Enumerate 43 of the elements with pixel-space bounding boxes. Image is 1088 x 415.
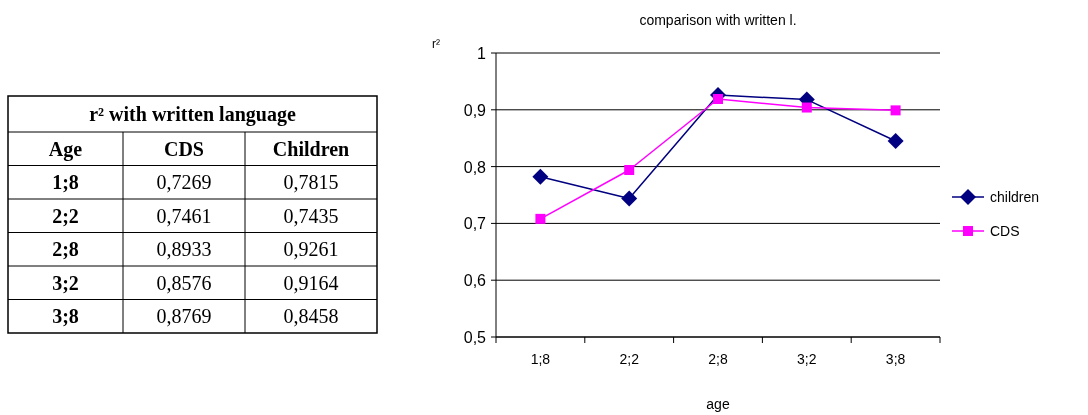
x-tick-label: 2;2 [619, 351, 640, 367]
point [713, 94, 723, 105]
category-label: Children [272, 137, 350, 160]
text: 0,7815 [283, 171, 339, 194]
x-tick-label: 3;2 [797, 351, 817, 367]
x-tick-label: 1;8 [530, 351, 551, 367]
category-label: 3;2 [52, 271, 79, 294]
y-tick-label: 0,8 [463, 158, 487, 176]
text: 0,8933 [156, 238, 212, 261]
category-label: 1;8 [52, 171, 79, 194]
y-tick-label: 0,5 [463, 329, 487, 346]
point [887, 133, 904, 150]
category-label: 2;2 [52, 204, 79, 227]
text: 0,9164 [283, 271, 339, 294]
x-tick-label: 2;8 [708, 351, 728, 367]
text: 0,8458 [283, 305, 339, 328]
text: 0,8576 [156, 271, 212, 294]
point [535, 213, 546, 224]
y-tick-label: 1 [477, 45, 487, 62]
text: 0,8769 [156, 305, 212, 328]
point [532, 168, 549, 185]
y-tick-label: 0,9 [463, 101, 487, 119]
text: 0,7461 [156, 204, 212, 227]
text: 0,7269 [156, 171, 212, 194]
x-axis-title: age [706, 396, 730, 412]
text: 0,9261 [283, 238, 339, 261]
category-label: CDS [163, 137, 205, 160]
chart-title: comparison with written l. [639, 12, 797, 28]
point [801, 102, 812, 113]
category-label: 3;8 [52, 305, 79, 328]
point [890, 105, 901, 116]
y-tick-label: 0,7 [463, 215, 487, 233]
y-axis-title: r² [432, 37, 440, 51]
y-tick-label: 0,6 [463, 272, 487, 290]
text: Age [48, 137, 83, 161]
legend-label: children [990, 189, 1040, 205]
legend-label: CDS [990, 223, 1020, 239]
point [624, 165, 635, 176]
text: r² with written language [89, 103, 296, 126]
x-tick-label: 3;8 [885, 351, 906, 367]
category-label: 2;8 [52, 238, 79, 261]
point [621, 190, 638, 207]
text: 0,7435 [283, 204, 339, 227]
